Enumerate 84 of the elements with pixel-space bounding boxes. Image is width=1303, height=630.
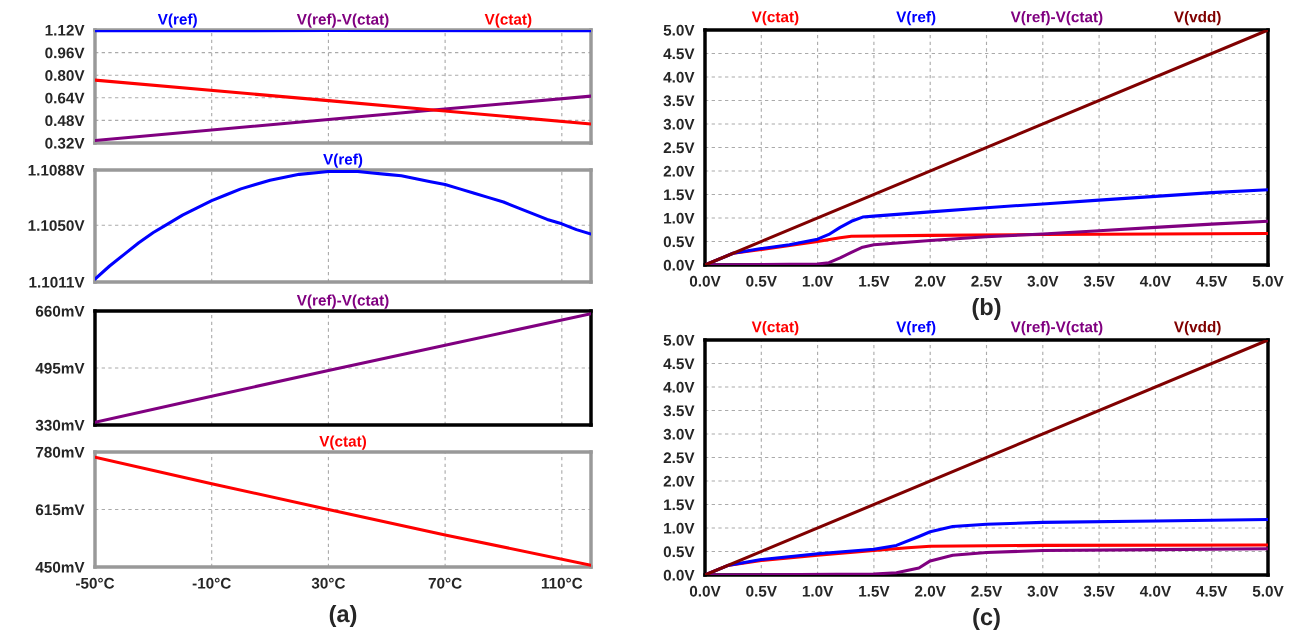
y-tick-label: 2.0V — [663, 165, 695, 177]
x-tick-label: 4.5V — [1196, 275, 1228, 287]
y-tick-label: 3.5V — [663, 95, 695, 107]
x-tick-label: 3.0V — [1027, 275, 1059, 287]
y-tick-label: 615mV — [35, 504, 85, 516]
y-tick-label: 4.0V — [663, 381, 695, 393]
y-tick-label: 2.0V — [663, 475, 695, 487]
y-tick-label: 3.0V — [663, 118, 695, 130]
y-tick-label: 0.80V — [45, 70, 85, 81]
x-tick-label: 2.0V — [915, 585, 946, 597]
y-tick-label: 660mV — [35, 305, 85, 317]
y-tick-label: 2.5V — [663, 142, 695, 154]
x-tick-label: 3.5V — [1083, 275, 1115, 287]
y-tick-label: 4.5V — [663, 48, 695, 60]
line-series — [95, 312, 591, 424]
line-series — [95, 78, 591, 126]
text: V(ref)-V(ctat) — [1010, 11, 1103, 26]
y-tick-label: 4.0V — [663, 71, 695, 83]
y-tick-label: 0.5V — [663, 236, 695, 248]
x-tick-label: 3.5V — [1083, 585, 1115, 597]
series-label: V(vdd) — [1173, 11, 1221, 26]
y-tick-label: 0.96V — [45, 47, 85, 59]
text: V(ctat) — [484, 13, 532, 28]
y-tick-label: 1.1050V — [28, 220, 85, 231]
x-tick-label: 30°C — [311, 577, 346, 589]
x-tick-label: 4.0V — [1139, 275, 1172, 287]
x-tick-label: 2.5V — [971, 585, 1003, 597]
text: V(ref)-V(ctat) — [296, 294, 389, 309]
y-tick-label: 3.0V — [663, 428, 695, 440]
line-series — [95, 170, 591, 281]
x-tick-label: 110°C — [541, 577, 583, 589]
text: (b) — [972, 297, 1001, 320]
y-tick-label: 0.32V — [45, 137, 85, 149]
y-tick-label: 0.0V — [663, 259, 695, 271]
x-tick-label: -10°C — [192, 577, 231, 589]
x-tick-label: -50°C — [75, 577, 115, 589]
text: V(ctat) — [319, 435, 367, 450]
text: V(ref)-V(ctat) — [1010, 321, 1103, 336]
x-tick-label: 4.0V — [1139, 585, 1172, 597]
x-tick-label: 1.0V — [802, 585, 834, 597]
text: V(ctat) — [751, 11, 799, 26]
y-tick-label: 1.0V — [664, 522, 695, 534]
x-tick-label: 1.0V — [802, 275, 834, 287]
text: (c) — [973, 607, 1000, 630]
y-tick-label: 780mV — [35, 446, 85, 458]
x-tick-label: 0.5V — [746, 585, 777, 597]
text: V(ref) — [896, 11, 936, 26]
text: V(ctat) — [751, 321, 799, 336]
x-tick-label: 0.0V — [689, 585, 721, 597]
series-label: V(vdd) — [1173, 321, 1221, 336]
series-label: V(ref) — [323, 153, 363, 168]
y-tick-label: 0.5V — [663, 546, 695, 558]
y-tick-label: 5.0V — [663, 24, 695, 36]
x-tick-label: 70°C — [428, 577, 462, 589]
x-tick-label: 2.0V — [915, 275, 946, 287]
x-tick-label: 3.0V — [1027, 585, 1059, 597]
y-tick-label: 330mV — [35, 419, 85, 431]
text: (a) — [329, 604, 357, 627]
x-tick-label: 5.0V — [1252, 585, 1284, 597]
x-tick-label: 2.5V — [971, 275, 1003, 287]
y-tick-label: 495mV — [35, 362, 85, 374]
y-tick-label: 0.48V — [45, 115, 85, 127]
y-tick-label: 2.5V — [663, 452, 695, 464]
y-tick-label: 5.0V — [663, 334, 695, 346]
x-tick-label: 4.5V — [1196, 585, 1228, 597]
y-tick-label: 0.64V — [45, 92, 85, 104]
y-tick-label: 1.0V — [664, 212, 695, 224]
x-tick-label: 1.5V — [859, 585, 890, 597]
series-label: V(ref) — [157, 13, 197, 28]
x-tick-label: 0.0V — [689, 275, 721, 287]
x-tick-label: 1.5V — [859, 275, 890, 287]
x-tick-label: 5.0V — [1252, 275, 1284, 287]
y-tick-label: 3.5V — [663, 405, 695, 417]
y-tick-label: 1.1011V — [29, 276, 85, 288]
y-tick-label: 4.5V — [663, 358, 695, 370]
y-tick-label: 0.0V — [663, 569, 695, 581]
y-tick-label: 1.5V — [664, 189, 695, 201]
y-tick-label: 1.1088V — [28, 164, 85, 176]
y-tick-label: 1.5V — [664, 499, 695, 511]
y-tick-label: 450mV — [35, 561, 85, 573]
y-tick-label: 1.12V — [45, 24, 85, 36]
text: V(ref) — [896, 321, 936, 336]
x-tick-label: 0.5V — [746, 275, 777, 287]
text: V(ref)-V(ctat) — [296, 13, 389, 28]
